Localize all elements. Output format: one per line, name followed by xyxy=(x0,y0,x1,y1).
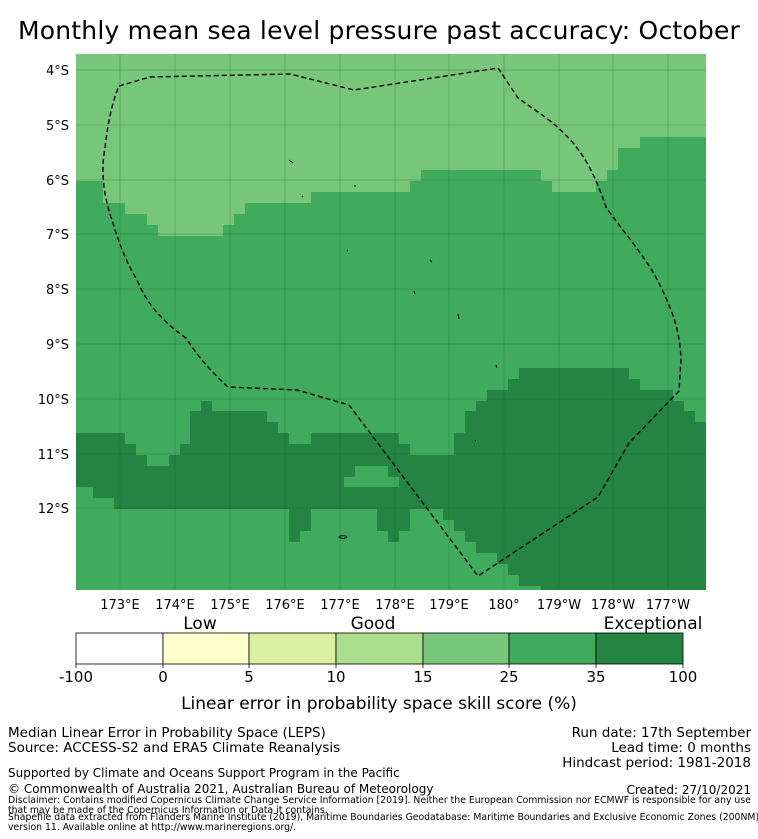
island xyxy=(301,195,304,198)
skill-region-25-35-patch xyxy=(344,466,399,487)
colorbar-segment xyxy=(162,632,250,665)
lat-label: 11°S xyxy=(38,448,69,463)
longitude-labels: 173°E 174°E 175°E 176°E 177°E 178°E 179°E 180° 1… xyxy=(100,598,690,613)
lat-label: 5°S xyxy=(46,119,69,134)
lead-time: Lead time: 0 months xyxy=(611,740,751,756)
lon-label: 174°E xyxy=(155,598,195,613)
shapefile-line-1: Shapefile data extracted from Flanders M… xyxy=(8,812,758,823)
lat-label: 7°S xyxy=(46,228,69,243)
chart-title: Monthly mean sea level pressure past acc… xyxy=(17,16,741,45)
lon-label: 176°E xyxy=(265,598,305,613)
colorbar-tick-label: -100 xyxy=(59,668,93,686)
category-low: Low xyxy=(183,614,217,634)
colorbar-ticks: -100 0 5 10 15 25 35 100 xyxy=(59,664,697,686)
island xyxy=(338,535,348,539)
island xyxy=(346,249,349,252)
info-line-1: Median Linear Error in Probability Space… xyxy=(8,725,326,741)
island xyxy=(474,439,477,442)
shapefile-line-2: version 11. Available online at http://w… xyxy=(8,822,297,833)
colorbar xyxy=(75,632,684,665)
colorbar-tick-label: 35 xyxy=(586,668,605,686)
colorbar-segment xyxy=(75,632,164,665)
colorbar-tick-label: 0 xyxy=(158,668,168,686)
category-good: Good xyxy=(351,614,396,634)
copyright: © Commonwealth of Australia 2021, Austra… xyxy=(8,782,434,796)
lon-label: 179°E xyxy=(429,598,469,613)
info-line-2: Source: ACCESS-S2 and ERA5 Climate Reana… xyxy=(8,740,341,756)
colorbar-segment xyxy=(335,632,424,665)
lat-label: 10°S xyxy=(38,393,69,408)
island xyxy=(495,364,498,369)
hindcast-period: Hindcast period: 1981-2018 xyxy=(562,755,751,771)
lon-label: 178°E xyxy=(375,598,415,613)
lon-label: 177°E xyxy=(320,598,360,613)
colorbar-title: Linear error in probability space skill … xyxy=(181,694,577,714)
colorbar-tick-label: 10 xyxy=(326,668,345,686)
map-gridlines xyxy=(76,54,706,590)
lon-label: 178°W xyxy=(591,598,635,613)
colorbar-segment xyxy=(508,632,597,665)
skill-region-15-25 xyxy=(76,54,706,236)
colorbar-tick-label: 15 xyxy=(413,668,432,686)
lon-label: 179°W xyxy=(537,598,581,613)
colorbar-segment xyxy=(248,632,337,665)
lon-label: 173°E xyxy=(100,598,140,613)
lat-label: 12°S xyxy=(38,502,69,517)
disclaimer-line-2: that may be made of the Copernicus Infor… xyxy=(8,805,328,816)
islands xyxy=(288,159,498,539)
colorbar-segment xyxy=(422,632,510,665)
colorbar-tick-label: 25 xyxy=(499,668,518,686)
colorbar-segment xyxy=(595,632,684,665)
island xyxy=(457,313,460,320)
lat-label: 9°S xyxy=(46,338,69,353)
lon-label: 180° xyxy=(488,598,519,613)
island xyxy=(413,290,416,295)
map-panel xyxy=(76,54,706,590)
skill-region-35-100-patch xyxy=(267,509,311,542)
latitude-labels: 4°S 5°S 6°S 7°S 8°S 9°S 10°S 11°S 12°S xyxy=(38,64,69,517)
skill-region-15-25-patch xyxy=(552,181,574,192)
island xyxy=(429,259,433,263)
skill-region-top-patch xyxy=(190,54,201,60)
lat-label: 6°S xyxy=(46,174,69,189)
created-date: Created: 27/10/2021 xyxy=(626,783,751,797)
category-exceptional: Exceptional xyxy=(604,614,703,634)
lat-label: 4°S xyxy=(46,64,69,79)
run-date: Run date: 17th September xyxy=(571,725,751,741)
island xyxy=(288,159,294,164)
colorbar-tick-label: 5 xyxy=(244,668,254,686)
lat-label: 8°S xyxy=(46,283,69,298)
eez-boundary xyxy=(102,67,682,577)
disclaimer-line-1: Disclaimer: Contains modified Copernicus… xyxy=(8,795,751,806)
lon-label: 175°E xyxy=(210,598,250,613)
colorbar-tick-label: 100 xyxy=(669,668,698,686)
supported-by: Supported by Climate and Oceans Support … xyxy=(8,766,400,780)
lon-label: 177°W xyxy=(646,598,690,613)
